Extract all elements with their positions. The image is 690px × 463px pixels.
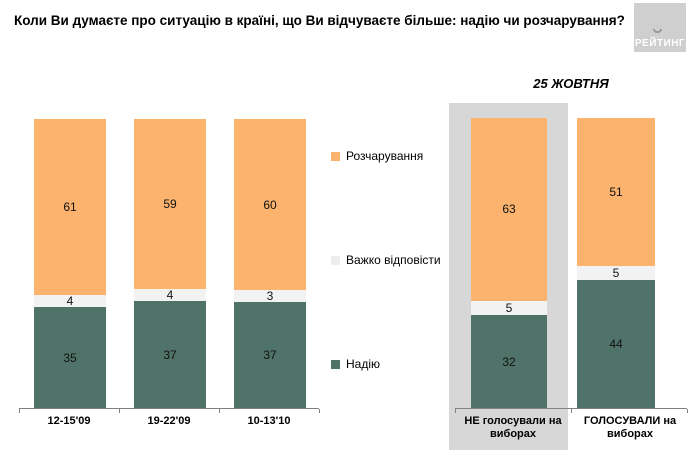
legend-swatch xyxy=(331,151,340,161)
bar-segment: 44 xyxy=(577,280,655,408)
logo-text: РЕЙТИНГ xyxy=(634,38,686,49)
bar-segment: 32 xyxy=(471,315,547,408)
segment-value-label: 3 xyxy=(266,289,274,304)
axis-tick xyxy=(119,409,120,413)
axis-tick xyxy=(319,409,320,413)
bar-segment: 51 xyxy=(577,118,655,266)
page-title: Коли Ви думаєте про ситуацію в країні, щ… xyxy=(14,13,625,28)
segment-value-label: 37 xyxy=(263,348,277,363)
stacked-bar: 35 4 61 xyxy=(34,119,106,408)
segment-value-label: 4 xyxy=(166,288,174,303)
legend-label: Надію xyxy=(346,357,381,371)
bar-segment: 4 xyxy=(134,288,206,303)
bar-segment: 3 xyxy=(234,289,306,304)
bar-segment: 61 xyxy=(34,119,106,296)
bar-segment: 60 xyxy=(234,119,306,291)
axis-tick xyxy=(687,409,688,413)
legend-item: Важко відповісти xyxy=(331,253,441,267)
segment-value-label: 32 xyxy=(502,354,516,369)
segment-value-label: 4 xyxy=(66,294,74,309)
segment-value-label: 59 xyxy=(163,197,177,212)
rating-logo: РЕЙТИНГ xyxy=(634,3,686,52)
axis-tick xyxy=(219,409,220,413)
axis-tick xyxy=(19,409,20,413)
segment-value-label: 51 xyxy=(609,184,623,199)
legend: Розчарування Важко відповісти Надію xyxy=(331,0,461,463)
stacked-bar: 44 5 51 xyxy=(577,118,655,408)
bar-segment: 37 xyxy=(134,301,206,408)
x-axis-line xyxy=(19,408,320,413)
segment-value-label: 44 xyxy=(609,337,623,352)
legend-label: Розчарування xyxy=(346,149,424,163)
axis-tick xyxy=(571,409,572,413)
bar-segment: 5 xyxy=(577,265,655,281)
segment-value-label: 37 xyxy=(163,347,177,362)
legend-swatch xyxy=(331,255,340,265)
segment-value-label: 60 xyxy=(263,197,277,212)
legend-label: Важко відповісти xyxy=(346,253,441,267)
stacked-bar: 37 4 59 xyxy=(134,119,206,408)
bar-segment: 63 xyxy=(471,118,547,301)
logo-breve-icon xyxy=(653,29,662,33)
segment-value-label: 63 xyxy=(502,202,516,217)
legend-swatch xyxy=(331,359,340,369)
segment-value-label: 5 xyxy=(612,266,620,281)
segment-value-label: 61 xyxy=(63,200,77,214)
bar-segment: 5 xyxy=(471,300,547,316)
category-label: ГОЛОСУВАЛИ на виборах xyxy=(583,415,677,441)
bar-segment: 59 xyxy=(134,119,206,290)
stacked-bar: 32 5 63 xyxy=(471,118,547,408)
category-label: 10-13'10 xyxy=(247,415,291,427)
category-label: 12-15'09 xyxy=(47,415,91,427)
segment-value-label: 35 xyxy=(63,350,77,365)
segment-value-label: 5 xyxy=(505,300,513,315)
stacked-bar: 37 3 60 xyxy=(234,119,306,408)
legend-item: Розчарування xyxy=(331,149,423,163)
category-label: НЕ голосували на виборах xyxy=(464,415,562,441)
axis-tick xyxy=(455,409,456,413)
category-label: 19-22'09 xyxy=(147,415,191,427)
bar-segment: 35 xyxy=(34,307,106,408)
bar-segment: 37 xyxy=(234,302,306,408)
legend-item: Надію xyxy=(331,357,380,371)
bar-segment: 4 xyxy=(34,294,106,309)
group-annotation: 25 ЖОВТНЯ xyxy=(533,76,609,91)
x-axis-line xyxy=(455,408,688,413)
